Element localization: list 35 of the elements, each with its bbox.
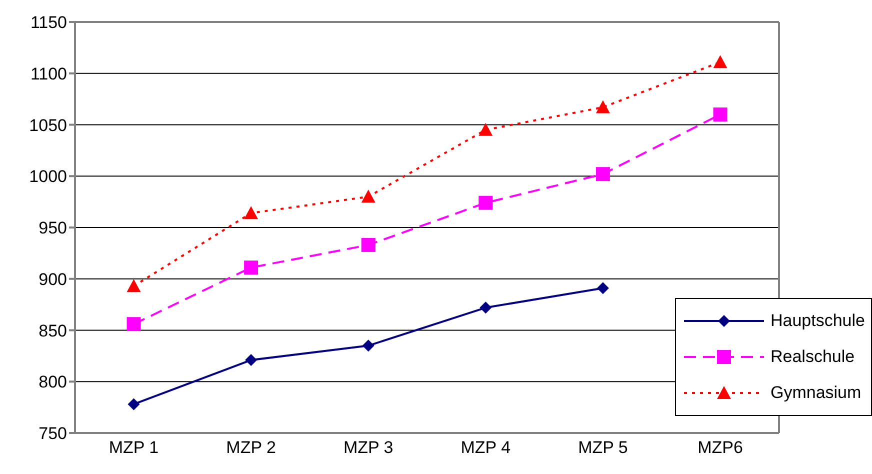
point [596,282,609,294]
legend-label: Gymnasium [770,383,862,403]
x-tick-label: MZP 2 [226,438,276,458]
y-tick-label: 1100 [30,64,67,84]
point [126,279,141,292]
point [480,302,492,314]
y-tick-label: 850 [38,321,67,340]
point [128,398,140,410]
y-tick-label: 1000 [29,167,67,186]
point [361,190,376,203]
point [244,260,258,275]
x-tick-label: MZP 5 [578,438,628,458]
x-tick-label: MZP 3 [343,438,394,458]
point [361,238,376,252]
x-tick-label: MZP 4 [460,438,511,458]
y-tick-label: 950 [38,218,67,238]
point [244,206,258,220]
x-tick-label: MZP6 [698,438,743,458]
point [596,167,610,182]
y-tick-label: 900 [38,270,67,289]
legend-label: Hauptschule [770,311,865,331]
x-tick-label: MZP 1 [108,438,159,458]
point [596,100,610,114]
y-tick-label: 800 [38,372,67,392]
point [245,354,258,366]
y-tick-label: 750 [38,424,67,444]
point [478,196,493,210]
point [713,55,728,68]
point [362,340,374,352]
point [126,317,141,332]
legend-label: Realschule [770,347,855,367]
point [713,107,728,122]
y-tick-label: 1150 [30,13,67,32]
point [478,122,493,136]
y-tick-label: 1050 [29,116,67,135]
